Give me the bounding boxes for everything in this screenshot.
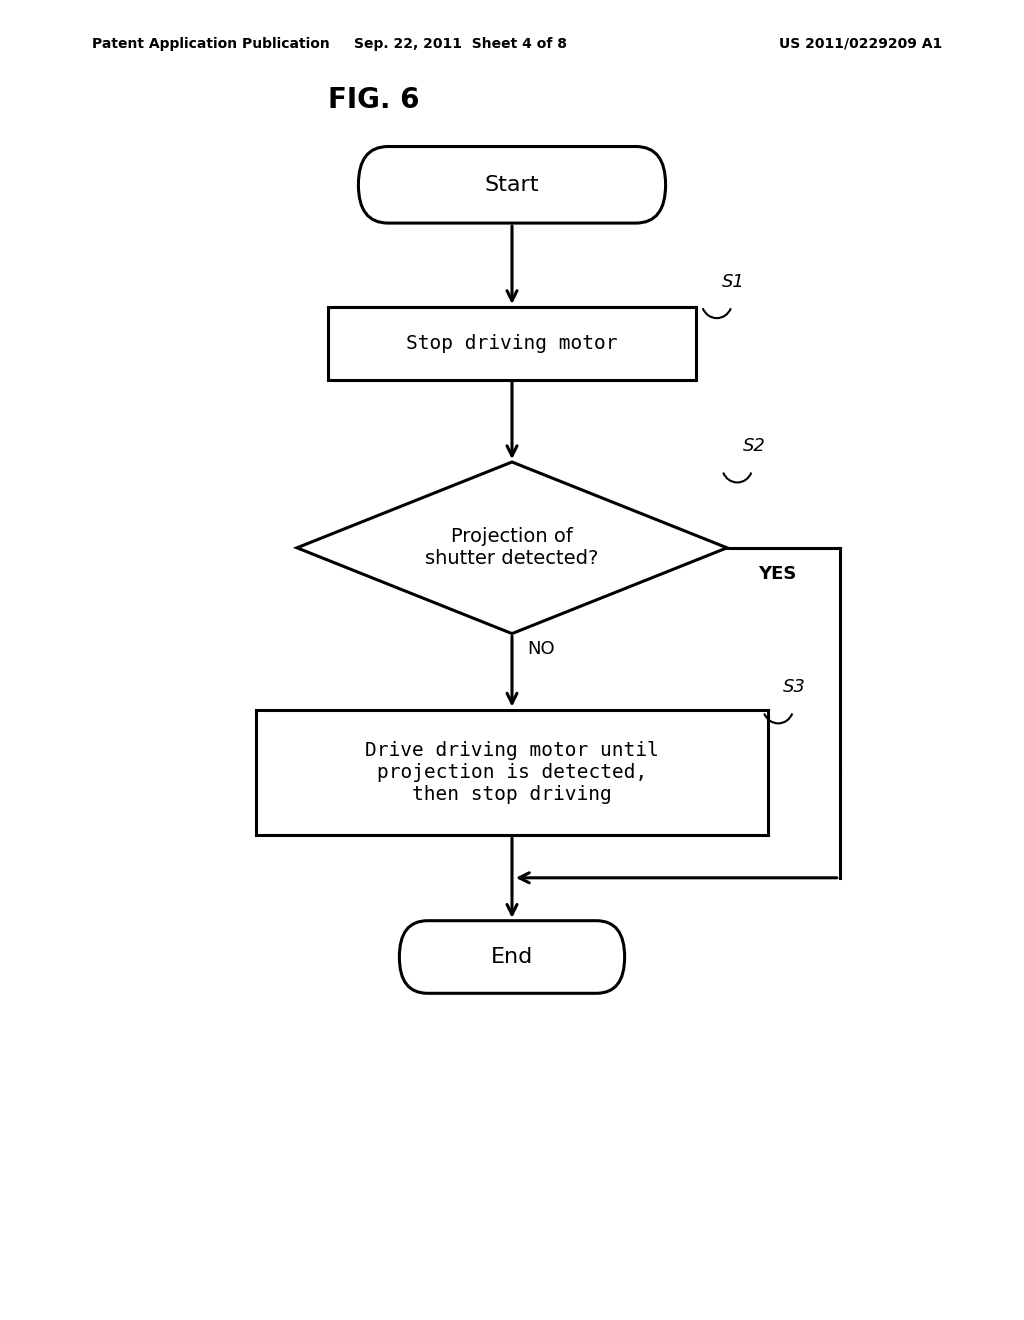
Text: End: End: [490, 946, 534, 968]
Polygon shape: [297, 462, 727, 634]
Text: YES: YES: [758, 565, 796, 583]
Text: S1: S1: [722, 273, 744, 290]
FancyBboxPatch shape: [399, 921, 625, 993]
Text: FIG. 6: FIG. 6: [328, 86, 419, 114]
Text: Stop driving motor: Stop driving motor: [407, 334, 617, 352]
Text: Start: Start: [484, 174, 540, 195]
FancyBboxPatch shape: [328, 306, 696, 380]
Text: US 2011/0229209 A1: US 2011/0229209 A1: [779, 37, 942, 51]
Text: Sep. 22, 2011  Sheet 4 of 8: Sep. 22, 2011 Sheet 4 of 8: [354, 37, 567, 51]
Text: S3: S3: [783, 678, 806, 697]
Text: NO: NO: [527, 640, 555, 659]
Text: Drive driving motor until
projection is detected,
then stop driving: Drive driving motor until projection is …: [366, 741, 658, 804]
Text: S2: S2: [742, 437, 765, 455]
Text: Projection of
shutter detected?: Projection of shutter detected?: [425, 527, 599, 569]
Text: Patent Application Publication: Patent Application Publication: [92, 37, 330, 51]
FancyBboxPatch shape: [256, 710, 768, 836]
FancyBboxPatch shape: [358, 147, 666, 223]
